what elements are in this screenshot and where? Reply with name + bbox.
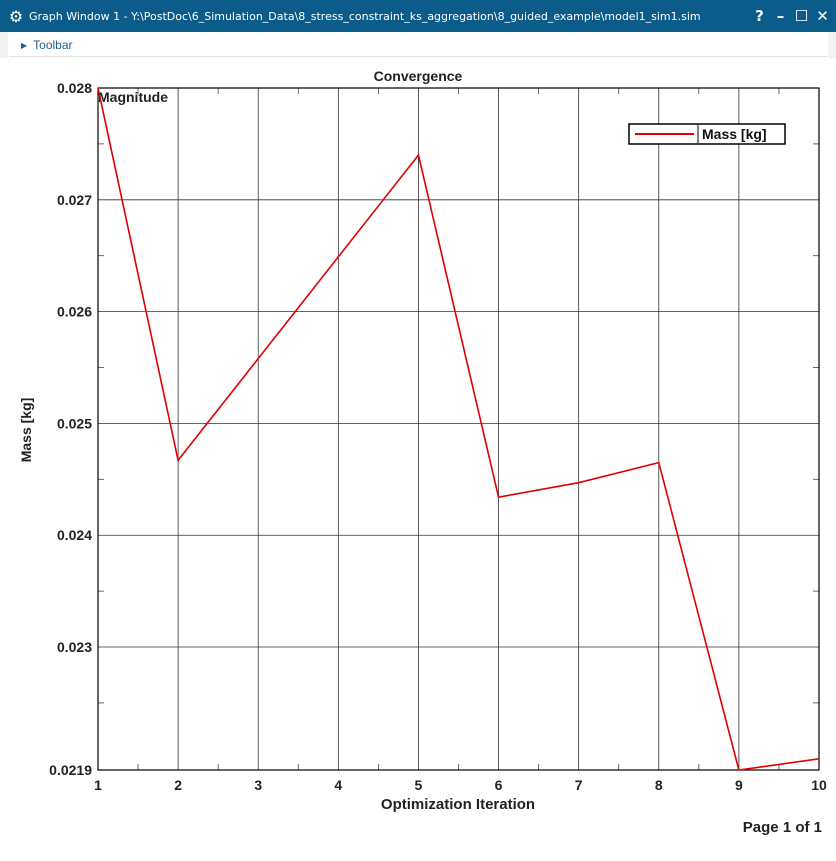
x-tick-label: 7 xyxy=(575,777,583,793)
x-axis-ticks: 1 2 3 4 5 6 7 8 9 10 xyxy=(94,777,827,793)
y-tick-label: 0.024 xyxy=(57,527,92,543)
y-tick-label: 0.0219 xyxy=(49,762,92,778)
legend-label: Mass [kg] xyxy=(702,126,767,142)
chart-title: Convergence xyxy=(374,68,463,84)
y-tick-label: 0.023 xyxy=(57,639,92,655)
x-axis-label: Optimization Iteration xyxy=(381,796,535,813)
window-title: Graph Window 1 - Y:\PostDoc\6_Simulation… xyxy=(29,10,750,23)
y-tick-label: 0.027 xyxy=(57,192,92,208)
convergence-chart: Convergence Magnitude 0.0280.0270.0260.0… xyxy=(0,58,836,856)
x-tick-label: 10 xyxy=(811,777,827,793)
y-axis-label: Mass [kg] xyxy=(18,398,34,463)
x-tick-label: 5 xyxy=(415,777,423,793)
chart-subtitle: Magnitude xyxy=(98,89,168,105)
x-tick-label: 1 xyxy=(94,777,102,793)
help-button[interactable]: ? xyxy=(750,7,769,25)
legend: Mass [kg] xyxy=(629,124,785,144)
title-bar[interactable]: ⚙ Graph Window 1 - Y:\PostDoc\6_Simulati… xyxy=(0,0,836,32)
y-tick-label: 0.028 xyxy=(57,80,92,96)
toolbar-label: Toolbar xyxy=(33,38,72,52)
plot-background xyxy=(98,88,819,770)
toolbar-toggle[interactable]: ▶ Toolbar xyxy=(9,34,827,57)
gear-icon: ⚙ xyxy=(3,7,29,26)
y-axis-ticks: 0.028 0.027 0.026 0.025 0.024 0.023 0.0219 xyxy=(49,80,92,778)
x-tick-label: 6 xyxy=(495,777,503,793)
x-tick-label: 3 xyxy=(254,777,262,793)
minimize-button[interactable]: – xyxy=(771,7,790,25)
x-tick-label: 2 xyxy=(174,777,182,793)
maximize-button[interactable]: ☐ xyxy=(792,7,811,25)
x-tick-label: 8 xyxy=(655,777,663,793)
window-controls: ? – ☐ ✕ xyxy=(750,7,832,25)
close-button[interactable]: ✕ xyxy=(813,7,832,25)
y-tick-label: 0.025 xyxy=(57,415,92,431)
x-tick-label: 4 xyxy=(334,777,342,793)
x-tick-label: 9 xyxy=(735,777,743,793)
y-tick-label: 0.026 xyxy=(57,304,92,320)
chevron-right-icon: ▶ xyxy=(21,41,27,50)
page-indicator: Page 1 of 1 xyxy=(743,819,822,836)
